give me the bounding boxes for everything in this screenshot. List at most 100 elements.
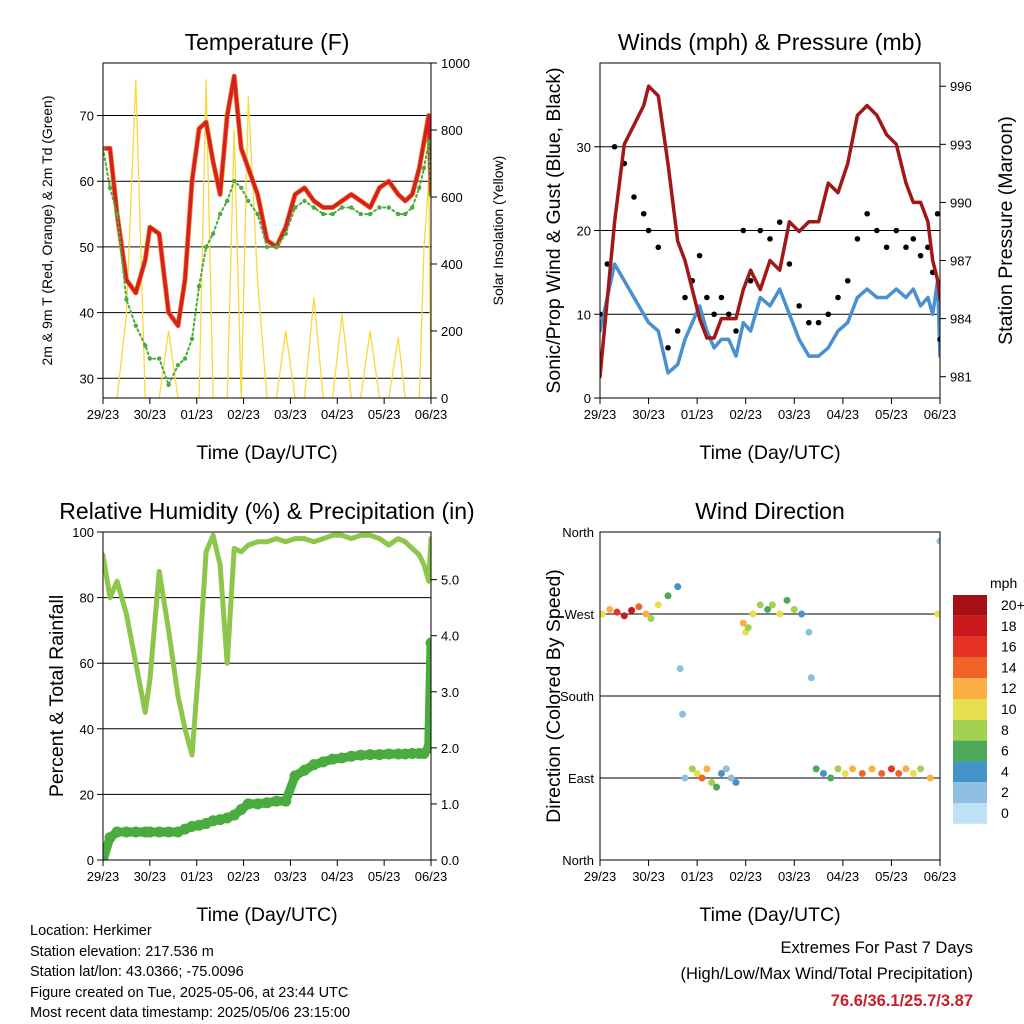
y-tick-label: 0 xyxy=(87,853,94,868)
dewpoint-point xyxy=(255,211,260,217)
precip-point xyxy=(289,770,301,782)
y-tick-label: 0 xyxy=(584,391,591,406)
y-tick-label: 10 xyxy=(577,307,591,322)
plot-frame xyxy=(599,531,941,861)
chart-title: Temperature (F) xyxy=(185,29,350,55)
humidity-line xyxy=(103,532,431,758)
extremes-title: Extremes For Past 7 Days xyxy=(780,939,973,957)
dewpoint-point xyxy=(311,205,317,210)
gust-point xyxy=(704,294,710,301)
y2-tick-label: 4.0 xyxy=(441,629,459,644)
precip-point xyxy=(103,854,109,860)
precip-point xyxy=(163,826,175,838)
y-axis-label: Percent & Total Rainfall xyxy=(46,595,68,797)
x-tick-label: 05/23 xyxy=(368,407,401,422)
chart-title: Wind Direction xyxy=(695,498,845,524)
pressure-line xyxy=(600,84,940,379)
legend-swatch xyxy=(953,615,987,637)
direction-point xyxy=(681,774,689,782)
chart-title: Winds (mph) & Pressure (mb) xyxy=(618,29,922,55)
y-tick-label: West xyxy=(565,607,595,622)
gust-point xyxy=(711,311,717,318)
legend-label: 12 xyxy=(1001,680,1017,696)
precip-point xyxy=(130,826,142,838)
y2-tick-label: 981 xyxy=(950,370,972,385)
y2-tick-label: 1000 xyxy=(441,56,470,71)
dewpoint-point xyxy=(166,382,171,388)
plot-area xyxy=(600,84,940,379)
chart-title: Relative Humidity (%) & Precipitation (i… xyxy=(59,498,474,524)
elevation-text: Station elevation: 217.536 m xyxy=(30,943,214,960)
dewpoint-point xyxy=(239,185,244,191)
dewpoint-point xyxy=(302,198,307,204)
x-tick-label: 05/23 xyxy=(875,407,908,422)
dewpoint-point xyxy=(232,179,237,184)
y2-tick-label: 200 xyxy=(441,324,463,339)
legend-title: mph xyxy=(990,575,1017,591)
y2-tick-label: 1.0 xyxy=(441,797,459,812)
direction-point xyxy=(909,769,917,777)
legend-label: 2 xyxy=(1001,784,1009,800)
direction-point xyxy=(878,769,886,777)
direction-point xyxy=(917,765,925,773)
gust-point xyxy=(864,210,870,217)
plot-area xyxy=(103,73,431,398)
x-tick-label: 05/23 xyxy=(875,869,908,884)
gust-point xyxy=(796,303,802,309)
wind-line xyxy=(600,262,940,375)
direction-point xyxy=(676,665,684,673)
direction-point xyxy=(635,603,643,611)
direction-point xyxy=(768,601,776,609)
dewpoint-point xyxy=(292,205,298,210)
direction-point xyxy=(926,774,934,782)
y2-tick-label: 3.0 xyxy=(441,685,459,700)
legend-label: 16 xyxy=(1001,639,1017,655)
direction-point xyxy=(807,674,815,682)
legend-label: 10 xyxy=(1001,701,1017,717)
y-tick-label: 80 xyxy=(80,591,94,606)
direction-point xyxy=(841,769,849,777)
x-tick-label: 04/23 xyxy=(321,407,354,422)
precip-point xyxy=(327,753,339,765)
y-tick-label: 50 xyxy=(80,240,94,255)
temp-9m-line xyxy=(103,73,431,329)
y2-tick-label: 987 xyxy=(950,254,972,269)
gust-point xyxy=(893,227,900,234)
direction-point xyxy=(764,605,772,613)
x-tick-label: 01/23 xyxy=(180,869,213,884)
precip-point xyxy=(383,748,395,760)
direction-point xyxy=(688,765,696,773)
dewpoint-point xyxy=(142,343,148,348)
direction-point xyxy=(732,779,740,787)
y-tick-label: 60 xyxy=(80,656,94,671)
x-tick-label: 01/23 xyxy=(681,869,714,884)
dewpoint-point xyxy=(246,198,251,204)
y2-tick-label: 993 xyxy=(950,137,972,152)
y-tick-label: North xyxy=(562,525,594,540)
direction-point xyxy=(749,610,757,618)
direction-point xyxy=(606,605,614,613)
gust-point xyxy=(665,344,671,351)
precip-point xyxy=(336,752,348,764)
direction-point xyxy=(819,769,827,777)
speed-color-legend: mph 20+ 18 16 14 12 10 8 6 4 2 0 xyxy=(953,575,1024,824)
y2-tick-label: 990 xyxy=(950,195,972,210)
gust-point xyxy=(786,261,793,267)
direction-point xyxy=(783,596,791,604)
gust-point xyxy=(934,210,940,217)
x-tick-label: 03/23 xyxy=(274,869,307,884)
gust-point xyxy=(733,328,739,334)
plot-area xyxy=(103,532,431,860)
y-axis-label: 2m & 9m T (Red, Orange) & 2m Td (Green) xyxy=(39,96,55,366)
direction-point xyxy=(868,765,876,773)
legend-label: 14 xyxy=(1001,659,1017,675)
y-tick-label: 70 xyxy=(80,109,94,124)
humidity-precip-panel: Relative Humidity (%) & Precipitation (i… xyxy=(46,498,475,926)
precip-point xyxy=(355,749,367,761)
dewpoint-point xyxy=(203,244,209,250)
wind-direction-panel: Wind DirectionNorthEastSouthWestNorth29/… xyxy=(543,498,956,926)
direction-point xyxy=(664,592,672,600)
x-tick-label: 02/23 xyxy=(227,869,260,884)
dewpoint-point xyxy=(330,211,335,217)
y2-tick-label: 600 xyxy=(441,190,463,205)
